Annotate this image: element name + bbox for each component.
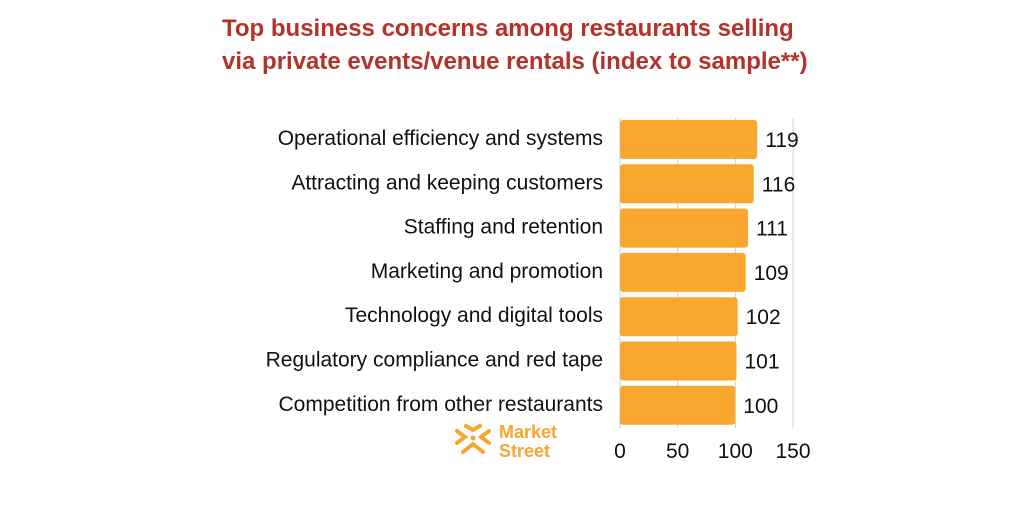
data-label: 111 bbox=[756, 218, 788, 241]
category-label: Operational efficiency and systems bbox=[278, 127, 603, 150]
data-label: 109 bbox=[754, 262, 789, 285]
data-label: 100 bbox=[743, 395, 778, 418]
market-street-logo: Market Street bbox=[455, 422, 557, 461]
x-tick-label: 150 bbox=[775, 440, 810, 463]
logo-mark-icon bbox=[455, 424, 491, 454]
x-tick-label: 0 bbox=[614, 440, 626, 463]
logo-text-1: Market bbox=[499, 422, 557, 442]
category-label: Attracting and keeping customers bbox=[291, 171, 603, 194]
logo-text-2: Street bbox=[499, 441, 550, 461]
category-label: Competition from other restaurants bbox=[279, 393, 603, 416]
bar bbox=[620, 341, 737, 381]
category-label: Staffing and retention bbox=[404, 216, 603, 239]
category-label: Technology and digital tools bbox=[345, 304, 603, 327]
data-label: 119 bbox=[765, 129, 798, 152]
bar bbox=[620, 297, 738, 337]
bar bbox=[620, 385, 736, 425]
chart-title: Top business concerns among restaurants … bbox=[222, 15, 808, 75]
category-label: Regulatory compliance and red tape bbox=[266, 349, 603, 372]
bar bbox=[620, 208, 749, 248]
x-tick-label: 100 bbox=[718, 440, 753, 463]
bar bbox=[620, 252, 746, 292]
bar bbox=[620, 120, 758, 159]
data-label: 101 bbox=[744, 351, 779, 374]
data-label: 102 bbox=[746, 306, 781, 329]
x-tick-label: 50 bbox=[666, 440, 689, 463]
bar bbox=[620, 164, 754, 204]
category-label: Marketing and promotion bbox=[371, 260, 603, 283]
data-label: 116 bbox=[762, 173, 795, 196]
